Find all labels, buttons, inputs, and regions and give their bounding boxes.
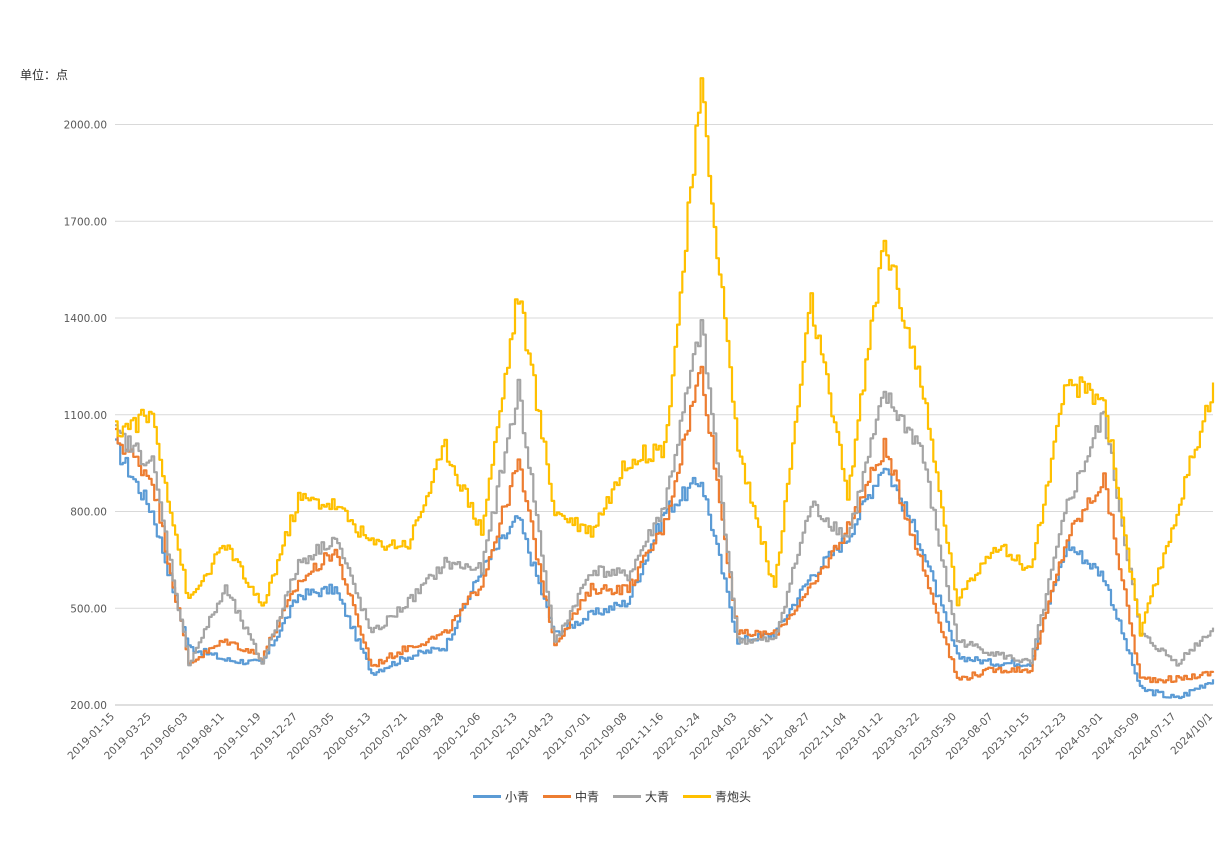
- legend-swatch: [683, 795, 712, 798]
- y-axis-ticks: 200.00 500.00 800.00 1100.00 1400.00 1700.00 2…: [64, 120, 107, 713]
- legend-label: 小青: [504, 790, 529, 804]
- legend-item: 大青: [613, 788, 669, 805]
- legend-swatch: [472, 795, 501, 798]
- legend-item: 青炮头: [683, 788, 751, 805]
- unit-label: 单位：点: [20, 68, 69, 82]
- y-tick-label: 1400.00: [64, 313, 107, 325]
- legend-label: 中青: [574, 790, 599, 804]
- series-line-1: [115, 438, 1215, 700]
- gridlines: [115, 124, 1213, 706]
- legend-label: 青炮头: [715, 790, 752, 804]
- legend-label: 大青: [645, 790, 670, 804]
- legend-item: 中青: [542, 788, 599, 805]
- y-tick-label: 800.00: [70, 507, 107, 519]
- y-tick-label: 200.00: [70, 700, 107, 712]
- y-tick-label: 500.00: [70, 603, 107, 615]
- x-axis-ticks: 2019-01-152019-03-252019-06-032019-08-11…: [65, 710, 1215, 762]
- legend-swatch: [542, 795, 571, 798]
- y-tick-label: 1100.00: [64, 410, 107, 422]
- y-tick-label: 1700.00: [64, 216, 107, 228]
- y-tick-label: 2000.00: [64, 120, 107, 132]
- legend: 小青 中青 大青 青炮头: [0, 788, 1224, 805]
- series-line-2: [115, 365, 1215, 684]
- legend-item: 小青: [472, 788, 529, 805]
- series-line-3: [115, 319, 1215, 667]
- series-lines: [115, 77, 1215, 700]
- series-line-4: [115, 77, 1215, 637]
- legend-swatch: [613, 795, 641, 798]
